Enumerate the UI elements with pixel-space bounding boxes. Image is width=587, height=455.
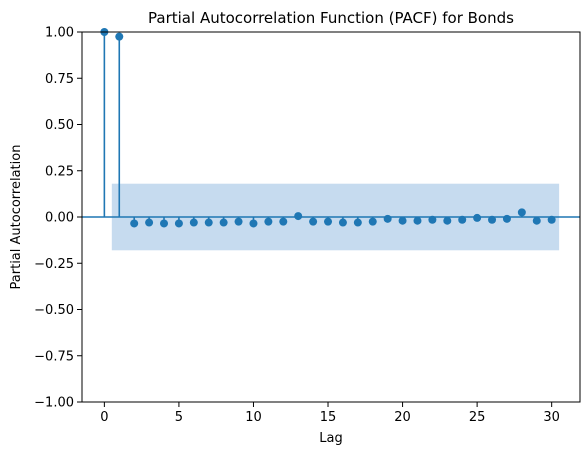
marker-lag-14: [309, 217, 318, 226]
marker-lag-8: [219, 218, 228, 227]
marker-lag-10: [249, 219, 258, 228]
marker-lag-22: [428, 215, 437, 224]
marker-lag-18: [368, 217, 377, 226]
y-tick-label-0: −1.00: [34, 396, 74, 411]
marker-lag-24: [458, 215, 467, 224]
marker-lag-4: [160, 219, 169, 228]
y-tick-label-4: 0.00: [45, 211, 74, 226]
marker-lag-5: [174, 219, 183, 228]
x-tick-label-20: 20: [394, 410, 411, 425]
x-axis-label: Lag: [319, 431, 342, 446]
y-tick-label-5: 0.25: [45, 164, 74, 179]
x-tick-label-25: 25: [469, 410, 486, 425]
y-tick-label-8: 1.00: [45, 26, 74, 41]
marker-lag-17: [353, 218, 362, 227]
marker-lag-3: [145, 218, 154, 227]
marker-lag-2: [130, 219, 139, 228]
marker-lag-16: [338, 218, 347, 227]
chart-title: Partial Autocorrelation Function (PACF) …: [148, 9, 514, 27]
y-axis-label: Partial Autocorrelation: [9, 145, 24, 290]
y-tick-label-3: −0.25: [34, 257, 74, 272]
marker-lag-6: [189, 218, 198, 227]
marker-lag-21: [413, 216, 422, 225]
plot-area: 0 5 10 15 20 25 30 −1.00 −0.75 −0.50 −0.25 0.00 0.25…: [34, 26, 581, 425]
x-tick-label-15: 15: [320, 410, 337, 425]
marker-lag-12: [279, 217, 288, 226]
y-tick-label-2: −0.50: [34, 303, 74, 318]
marker-lag-26: [488, 215, 497, 224]
marker-lag-1: [115, 32, 124, 41]
marker-lag-13: [294, 212, 303, 221]
x-tick-label-5: 5: [175, 410, 183, 425]
marker-lag-30: [547, 215, 556, 224]
marker-lag-27: [502, 214, 511, 223]
marker-lag-19: [383, 214, 392, 223]
marker-lag-15: [324, 217, 333, 226]
marker-lag-23: [443, 216, 452, 225]
marker-lag-25: [473, 213, 482, 222]
x-tick-label-30: 30: [543, 410, 560, 425]
marker-lag-20: [398, 216, 407, 225]
marker-lag-7: [204, 218, 213, 227]
marker-lag-11: [264, 217, 273, 226]
x-tick-label-10: 10: [245, 410, 262, 425]
marker-lag-9: [234, 217, 243, 226]
marker-lag-29: [532, 216, 541, 225]
y-tick-label-1: −0.75: [34, 349, 74, 364]
x-tick-label-0: 0: [100, 410, 108, 425]
y-tick-label-6: 0.50: [45, 118, 74, 133]
y-tick-label-7: 0.75: [45, 72, 74, 87]
marker-lag-28: [517, 208, 526, 217]
